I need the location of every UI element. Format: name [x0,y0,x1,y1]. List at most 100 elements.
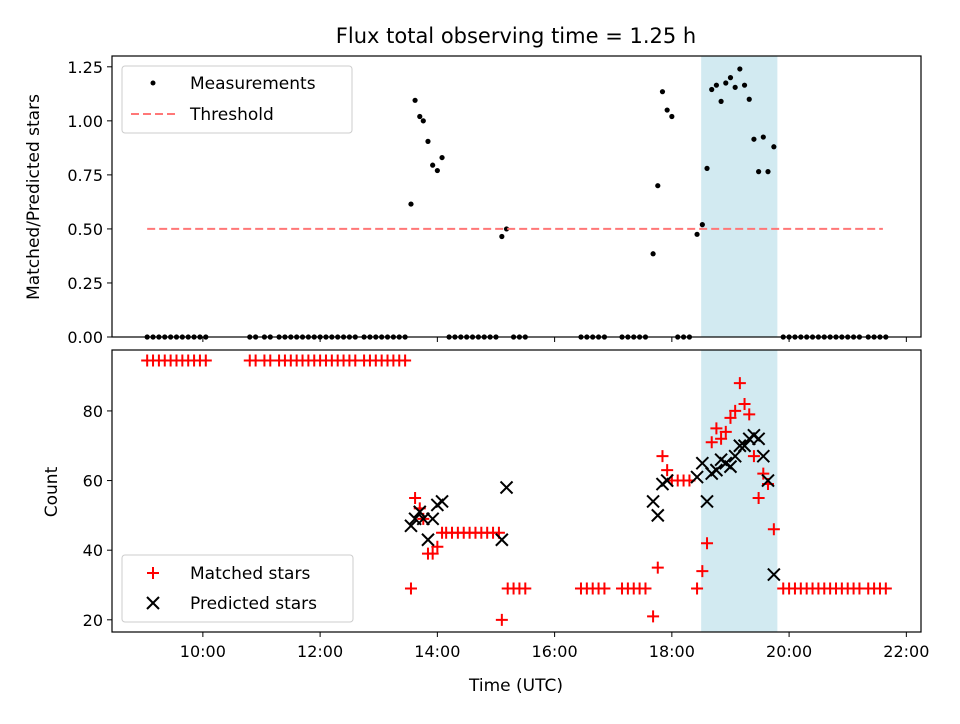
top-ytick-label: 1.00 [67,112,103,131]
matched-star-point [399,354,412,367]
bottom-ytick-label: 80 [83,402,103,421]
bottom-ytick-label: 60 [83,472,103,491]
legend-threshold-label: Threshold [189,105,274,125]
predicted-star-point [404,519,418,533]
bottom-ytick-label: 40 [83,541,103,560]
predicted-star-point [499,480,514,495]
bottom-legend-box [121,554,354,623]
predicted-star-point [756,449,771,463]
measurement-point [727,75,734,81]
matched-star-point [691,582,704,595]
matched-star-point [651,561,664,574]
measurement-point [741,82,748,88]
matched-star-point [495,613,508,626]
matched-star-point [743,408,756,421]
measurement-point [723,80,729,86]
legend-measurements-marker [150,80,156,86]
predicted-star-point [413,505,427,519]
measurement-point [408,201,414,207]
predicted-star-point [646,494,660,509]
matched-star-point [733,377,746,390]
measurement-point [664,107,670,113]
top-ytick-label: 0.00 [67,328,103,347]
measurement-point [756,169,762,175]
bottom-panel: 20 40 60 80 10:00 12:00 14:00 16:00 18:00 20:00 22… [42,349,929,696]
matched-star-point [705,436,718,449]
matched-star-point [519,582,532,595]
predicted-star-point [761,473,775,488]
bottom-xtick-label: 22:00 [883,642,929,661]
matched-star-point [879,582,892,595]
measurement-point [439,154,445,161]
bottom-ylabel: Count [42,466,62,517]
measurement-point [765,169,771,175]
matched-star-point [199,354,212,367]
measurement-point [417,113,423,120]
predicted-star-point [495,533,509,547]
bottom-xtick-label: 14:00 [414,642,460,661]
matched-star-point [696,565,709,578]
predicted-star-point [700,494,714,509]
bottom-xtick-label: 18:00 [649,642,695,661]
measurement-point [420,118,426,124]
bottom-legend: Matched stars Predicted stars [121,554,354,623]
top-axes-frame [111,55,922,338]
predicted-star-point [709,463,724,477]
top-panel: 0.00 0.25 0.50 0.75 1.00 1.25 Matched/Predict… [24,55,922,347]
matched-star-point [729,404,742,417]
top-ylabel: Matched/Predicted stars [24,94,44,300]
measurement-point [732,84,738,90]
measurement-point [751,136,757,142]
matched-star-point [767,523,780,536]
predicted-star-point [767,567,781,582]
legend-matched-label: Matched stars [190,564,310,584]
matched-star-point [404,582,417,595]
top-highlight-span [701,56,778,337]
matched-star-point [715,432,728,445]
measurement-point [503,226,510,232]
matched-star-point [701,537,714,550]
legend-predicted-label: Predicted stars [190,594,317,614]
matched-star-point [409,491,422,504]
bottom-ytick-label: 20 [83,611,103,630]
bottom-xtick-label: 12:00 [297,642,343,661]
measurement-point [659,89,666,95]
measurement-point [760,134,766,140]
top-ytick-label: 1.25 [67,58,103,77]
predicted-star-point [660,473,674,488]
measurement-point [699,222,705,228]
measurement-point [737,66,743,72]
bottom-highlight-span [701,350,778,632]
measurement-point [499,233,505,240]
top-legend-box [121,65,353,134]
matched-star-point [738,397,751,410]
measurement-point [694,231,700,237]
figure-title: Flux total observing time = 1.25 h [336,24,696,48]
bottom-xtick-label: 10:00 [180,642,226,661]
measurement-point [434,167,440,174]
bottom-xlabel: Time (UTC) [468,676,563,696]
measurement-point [709,86,715,93]
bottom-xtick-label: 20:00 [766,642,812,661]
matched-star-point [710,422,723,435]
matched-star-point [656,450,669,463]
matched-star-point [747,450,760,463]
top-legend: Measurements Threshold [121,65,353,134]
matched-star-point [647,610,660,623]
measurement-point [412,97,418,103]
matched-star-point [426,547,439,560]
matched-star-point [598,582,611,595]
top-ytick-label: 0.50 [67,220,103,239]
predicted-star-point [733,439,747,453]
measurement-point [713,82,720,88]
measurement-point [718,98,724,104]
predicted-star-point [421,533,435,547]
legend-predicted-marker [146,596,160,610]
matched-star-point [431,540,444,553]
measurement-point [704,165,710,171]
predicted-star-point [435,494,449,509]
predicted-star-point [751,432,766,446]
bottom-xtick-label: 16:00 [532,642,578,661]
measurement-point [746,96,752,102]
measurement-point [430,162,436,168]
